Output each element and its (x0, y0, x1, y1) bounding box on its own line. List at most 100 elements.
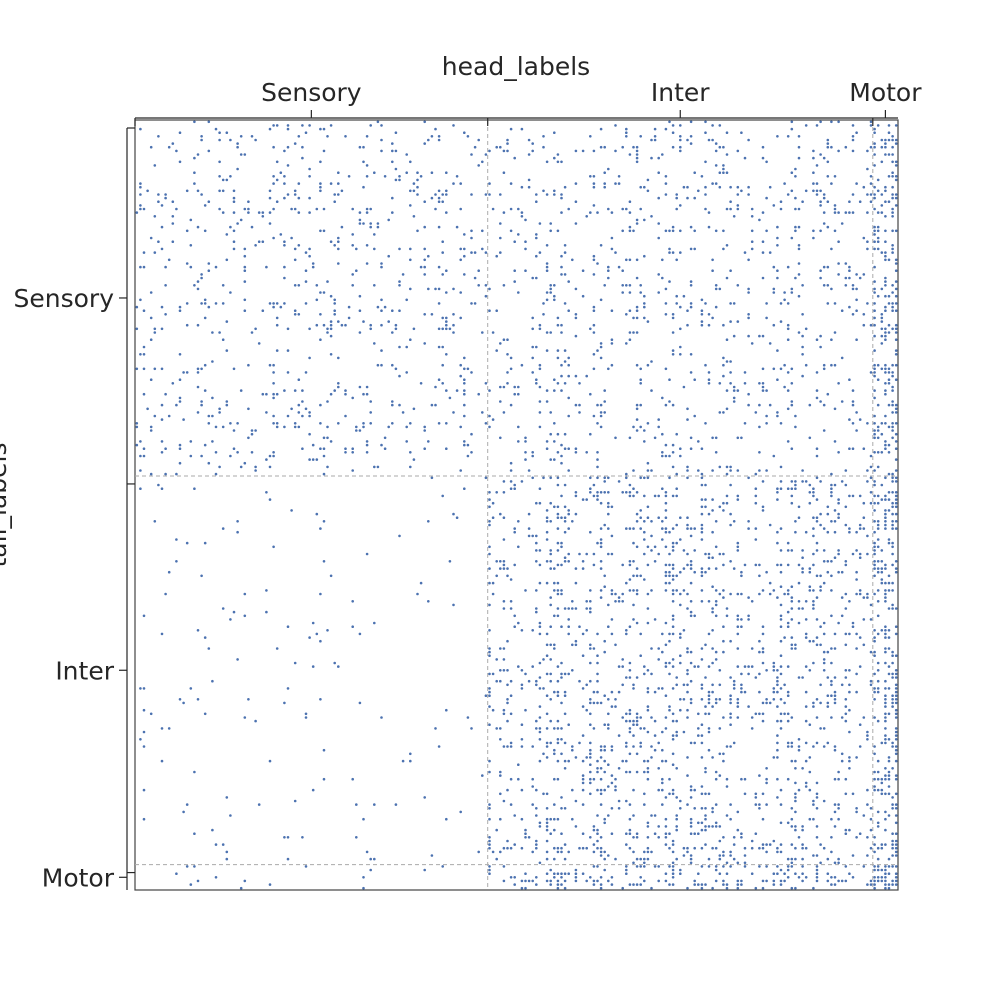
connection-dot (826, 694, 830, 697)
connection-dot (693, 788, 696, 792)
connection-dot (844, 792, 848, 796)
connection-dot (139, 265, 142, 269)
connection-dot (826, 265, 830, 269)
connection-dot (873, 265, 876, 269)
connection-dot (441, 327, 445, 331)
connection-dot (499, 400, 502, 403)
connection-dot (243, 153, 247, 156)
connection-dot (142, 687, 146, 690)
connection-dot (160, 225, 164, 229)
connection-dot (693, 171, 696, 174)
connection-dot (531, 850, 534, 854)
connection-dot (585, 629, 588, 632)
connection-dot (786, 865, 790, 868)
connection-dot (509, 367, 513, 371)
connection-dot (657, 879, 660, 883)
connection-dot (880, 145, 884, 149)
connection-dot (218, 465, 221, 469)
connection-dot (873, 240, 876, 243)
connection-dot (621, 269, 624, 273)
connection-dot (671, 614, 675, 618)
connection-dot (491, 501, 495, 505)
connection-dot (679, 708, 682, 712)
connection-dot (596, 422, 599, 425)
connection-dot (693, 527, 696, 530)
connection-dot (362, 185, 365, 189)
connection-dot (794, 781, 797, 785)
connection-dot (653, 138, 657, 142)
connection-dot (211, 414, 214, 418)
connection-dot (520, 788, 524, 792)
connection-dot (135, 327, 139, 331)
connection-dot (830, 883, 833, 886)
connection-dot (887, 883, 891, 886)
connection-dot (391, 149, 394, 153)
connection-dot (887, 382, 891, 385)
connection-dot (779, 803, 783, 806)
connection-dot (833, 748, 837, 752)
connection-dot (553, 378, 556, 382)
connection-dot (581, 149, 585, 153)
connection-dot (671, 632, 675, 636)
connection-dot (603, 748, 606, 752)
connection-dot (830, 679, 833, 683)
connection-dot (884, 229, 887, 233)
connection-dot (556, 432, 560, 436)
connection-dot (257, 342, 261, 345)
connection-dot (239, 389, 243, 392)
connection-dot (553, 422, 556, 425)
connection-dot (488, 865, 491, 868)
connection-dot (470, 451, 473, 454)
connection-dot (689, 821, 693, 825)
connection-dot (455, 175, 459, 178)
connection-dot (729, 803, 732, 806)
connection-dot (254, 429, 257, 432)
connection-dot (851, 552, 855, 556)
connection-dot (700, 647, 704, 650)
connection-dot (873, 229, 876, 233)
connection-dot (200, 574, 203, 578)
connection-dot (887, 886, 891, 890)
connection-dot (607, 367, 610, 371)
connection-dot (509, 803, 513, 806)
connection-dot (283, 389, 286, 392)
connection-dot (747, 403, 750, 407)
connection-dot (891, 603, 894, 607)
connection-dot (668, 865, 671, 868)
connection-dot (758, 469, 761, 472)
connection-dot (232, 196, 236, 200)
connection-dot (531, 454, 534, 458)
connection-dot (804, 705, 808, 708)
plot-frame (134, 119, 899, 891)
connection-dot (567, 309, 570, 313)
connection-dot (563, 360, 567, 363)
connection-dot (884, 719, 887, 723)
connection-dot (808, 669, 812, 672)
connection-dot (193, 832, 196, 835)
connection-dot (884, 600, 887, 603)
connection-dot (423, 265, 427, 269)
connection-dot (250, 451, 254, 454)
connection-dot (693, 846, 696, 850)
connection-dot (844, 560, 848, 563)
connection-dot (801, 846, 804, 850)
connection-dot (736, 705, 740, 708)
connection-dot (815, 541, 819, 545)
connection-dot (761, 843, 765, 846)
connection-dot (635, 418, 639, 421)
connection-dot (311, 458, 315, 461)
connection-dot (506, 382, 509, 385)
connection-dot (535, 254, 538, 258)
connection-dot (671, 124, 675, 127)
connection-dot (401, 273, 405, 276)
connection-dot (531, 356, 534, 360)
connection-dot (337, 665, 340, 668)
connection-dot (786, 745, 790, 748)
connection-dot (160, 327, 164, 331)
connection-dot (840, 716, 844, 719)
connection-dot (776, 669, 779, 672)
connection-dot (848, 683, 851, 687)
connection-dot (826, 560, 830, 563)
connection-dot (664, 665, 668, 668)
connection-dot (617, 665, 621, 668)
